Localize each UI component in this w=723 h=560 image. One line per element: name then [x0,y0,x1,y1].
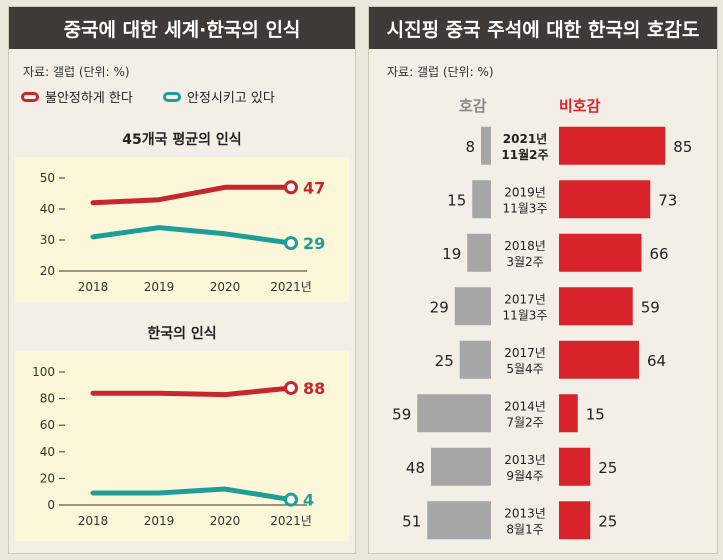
chart1-svg: 20 30 40 50 2018 2019 2020 2021년 47 29 [40,171,326,294]
category-week-label: 11월3주 [503,201,548,215]
chart1-endpoint-1 [284,236,298,251]
right-source: 자료: 갤럽 (단위: %) [387,65,494,79]
left-source: 자료: 갤럽 (단위: %) [23,65,130,79]
unfav-bar [559,340,639,379]
category-year-label: 2019년 [504,185,546,199]
category-week-label: 5월4주 [506,362,543,376]
left-panel: 중국에 대한 세계·한국의 인식 자료: 갤럽 (단위: %) 불안정하게 한다… [8,6,356,554]
category-year-label: 2014년 [504,399,546,413]
unfav-bar [559,447,591,486]
chart1-xtick-label: 2019 [144,280,175,294]
chart2-xtick-label: 2021년 [270,514,312,528]
chart1-xtick-label: 2020 [210,280,241,294]
unfav-value-label: 73 [658,191,677,209]
chart2-ytick-label: 0 [47,498,55,512]
unfav-value-label: 85 [673,138,692,156]
chart1-xtick-label: 2018 [78,280,109,294]
chart2-end-label-1: 4 [303,491,314,510]
category-year-label: 2013년 [504,506,546,520]
unfav-bar [559,233,642,272]
chart2-ytick-label: 60 [40,418,55,432]
unfav-header: 비호감 [559,97,601,115]
fav-header: 호감 [459,97,487,115]
legend-stable: 안정시키고 있다 [163,87,275,106]
chart1-endpoint-0 [284,180,298,195]
category-week-label: 3월2주 [506,255,543,269]
unfav-bar [559,394,578,433]
fav-value-label: 15 [447,191,466,209]
fav-bar [459,340,491,379]
chart1-ytick-label: 30 [40,233,55,247]
category-year-label: 2021년 [503,132,547,146]
fav-bar [454,287,491,326]
chart1-ytick-label: 20 [40,264,55,278]
chart1-title: 45개국 평균의 인식 [122,132,242,148]
chart2-ytick-label: 20 [40,471,55,485]
category-year-label: 2017년 [504,292,546,306]
chart2-xtick-label: 2019 [144,514,175,528]
category-week-label: 11월2주 [501,147,548,162]
chart1-end-label-0: 47 [303,178,325,197]
chart2-end-label-0: 88 [303,379,325,398]
fav-bar [467,233,491,272]
chart2-xtick-label: 2020 [210,514,241,528]
legend-unstable-label: 불안정하게 한다 [45,91,133,106]
category-year-label: 2013년 [504,453,546,467]
chart1-series-line-0 [90,184,294,206]
right-title: 시진핑 중국 주석에 대한 한국의 호감도 [369,7,717,49]
chart2-ytick-label: 80 [40,392,55,406]
unfav-value-label: 25 [598,459,617,477]
unfav-value-label: 15 [586,405,605,423]
fav-value-label: 19 [442,245,461,263]
unfav-bar [559,501,591,540]
category-week-label: 7월2주 [506,415,543,429]
category-year-label: 2017년 [504,346,546,360]
fav-value-label: 29 [430,298,449,316]
unfav-value-label: 59 [641,298,660,316]
unfav-value-label: 66 [650,245,669,263]
right-panel: 시진핑 중국 주석에 대한 한국의 호감도 자료: 갤럽 (단위: %) 호감 … [368,6,718,554]
chart1-xtick-label: 2021년 [270,280,312,294]
chart2-title: 한국의 인식 [147,326,217,342]
fav-value-label: 51 [402,512,421,530]
fav-value-label: 59 [392,405,411,423]
chart2-svg: 0 20 40 60 80 100 2018 2019 2020 2021년 88 4 [32,365,325,528]
fav-bar [427,501,491,540]
chart2-series-line-1 [90,486,294,503]
legend-unstable: 불안정하게 한다 [21,87,133,106]
chart1-end-label-1: 29 [303,234,325,253]
chart2-endpoint-1 [284,492,298,507]
category-week-label: 8월1주 [506,522,543,536]
chart2-ytick-label: 40 [40,445,55,459]
unfav-bar [559,126,666,165]
chart2-series-line-0 [90,385,294,398]
chart1-ytick-label: 50 [40,171,55,185]
left-title: 중국에 대한 세계·한국의 인식 [9,7,355,49]
category-week-label: 11월3주 [503,308,548,322]
unfav-bar [559,180,651,219]
legend-stable-marker [163,91,181,102]
fav-value-label: 8 [465,138,475,156]
unfav-bar [559,287,633,326]
chart1-series-line-1 [90,225,294,246]
fav-value-label: 25 [435,352,454,370]
fav-value-label: 48 [406,459,425,477]
chart2-ytick-label: 100 [32,365,55,379]
chart2-xtick-label: 2018 [78,514,109,528]
fav-bar [417,394,491,433]
chart1-ytick-label: 40 [40,202,55,216]
fav-bar [431,447,491,486]
category-year-label: 2018년 [504,239,546,253]
fav-bar [472,180,491,219]
unfav-value-label: 25 [598,512,617,530]
category-week-label: 9월4주 [506,469,543,483]
legend-unstable-marker [21,91,39,102]
unfav-value-label: 64 [647,352,666,370]
fav-bar [481,126,491,165]
legend-stable-label: 안정시키고 있다 [187,91,275,106]
chart2-endpoint-0 [284,380,298,395]
